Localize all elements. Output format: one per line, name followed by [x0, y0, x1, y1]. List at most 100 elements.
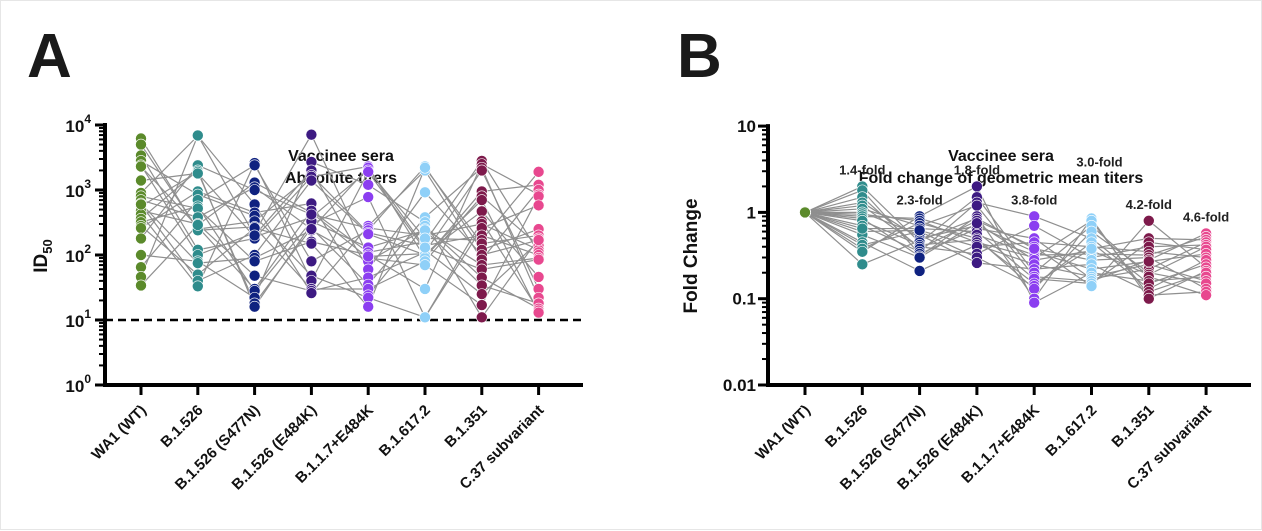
connecting-line	[481, 163, 539, 196]
connecting-line	[368, 229, 426, 249]
data-point-0	[135, 232, 147, 245]
connecting-line	[481, 223, 539, 251]
connecting-line	[310, 171, 369, 282]
data-point-7	[532, 199, 545, 212]
connecting-line	[254, 275, 312, 292]
connecting-line	[254, 227, 312, 245]
connecting-line	[311, 212, 369, 259]
connecting-line	[197, 173, 256, 238]
data-point-6	[475, 194, 488, 206]
data-point-0	[135, 160, 147, 173]
x-tick-label: B.1.617.2	[376, 402, 434, 460]
connecting-line	[1034, 278, 1092, 285]
connecting-line	[1091, 246, 1149, 253]
connecting-line	[310, 227, 369, 286]
connecting-line	[140, 135, 199, 278]
connecting-line	[1034, 263, 1092, 278]
connecting-line	[804, 211, 863, 236]
connecting-line	[1148, 220, 1207, 268]
connecting-line	[804, 211, 863, 222]
data-point-6	[475, 299, 488, 311]
data-point-0	[135, 138, 147, 151]
connecting-line	[976, 196, 1035, 274]
data-point-3	[971, 257, 983, 269]
connecting-line	[976, 241, 1035, 259]
connecting-line	[254, 216, 312, 238]
connecting-line	[367, 254, 426, 290]
connecting-line	[919, 227, 978, 255]
connecting-line	[481, 277, 539, 310]
connecting-line	[804, 196, 863, 213]
connecting-line	[424, 166, 483, 251]
connecting-line	[481, 238, 540, 318]
connecting-line	[976, 262, 1035, 270]
data-point-4	[1028, 283, 1040, 295]
data-point-3	[305, 255, 318, 268]
data-point-0	[135, 198, 147, 211]
x-tick-label: B.1.351	[1108, 402, 1157, 451]
data-point-3	[305, 208, 318, 221]
connecting-line	[424, 264, 483, 306]
connecting-line	[140, 190, 199, 229]
data-point-1	[192, 167, 204, 180]
connecting-line	[804, 211, 863, 265]
fold-annotation: 3.8-fold	[1011, 192, 1057, 207]
connecting-line	[311, 210, 369, 253]
data-point-3	[971, 180, 983, 193]
connecting-line	[197, 206, 256, 292]
connecting-line	[1148, 246, 1207, 276]
connecting-line	[367, 166, 426, 231]
connecting-line	[862, 241, 920, 272]
connecting-line	[140, 135, 199, 194]
connecting-line	[424, 227, 483, 318]
panel-b-title: Vaccinee sera	[948, 148, 1054, 165]
connecting-line	[919, 185, 978, 217]
data-point-7	[532, 271, 545, 283]
connecting-line	[481, 204, 539, 229]
data-point-1	[192, 257, 204, 269]
connecting-line	[861, 215, 920, 253]
data-point-2	[913, 224, 926, 237]
connecting-line	[1091, 237, 1150, 284]
data-point-4	[362, 300, 375, 313]
connecting-line	[976, 186, 1035, 303]
connecting-line	[367, 225, 426, 296]
fold-annotation: 1.4-fold	[839, 162, 885, 177]
connecting-line	[1034, 248, 1092, 261]
connecting-line	[424, 191, 483, 256]
connecting-line	[367, 184, 426, 223]
data-point-1	[192, 129, 204, 142]
connecting-line	[311, 229, 369, 262]
connecting-line	[140, 164, 199, 239]
connecting-line	[919, 220, 978, 243]
fold-annotation: 4.2-fold	[1126, 197, 1172, 212]
connecting-line	[976, 227, 1035, 239]
x-tick-label: B.1.351	[441, 402, 490, 451]
connecting-line	[197, 135, 256, 205]
connecting-line	[481, 241, 540, 295]
connecting-line	[1148, 232, 1207, 261]
data-point-6	[475, 311, 488, 324]
connecting-line	[254, 164, 312, 262]
data-point-6	[475, 205, 488, 218]
connecting-line	[1033, 248, 1092, 285]
connecting-line	[254, 204, 312, 294]
connecting-line	[1148, 259, 1207, 290]
connecting-line	[1033, 272, 1092, 304]
connecting-line	[1091, 225, 1150, 278]
data-point-4	[1028, 242, 1040, 255]
x-tick-label: WA1 (WT)	[752, 402, 814, 464]
data-point-2	[248, 300, 261, 313]
data-point-4	[362, 191, 375, 203]
y-tick-label: 0.1	[732, 290, 756, 309]
data-point-5	[419, 259, 431, 271]
connecting-line	[254, 220, 312, 292]
connecting-line	[1033, 241, 1092, 287]
connecting-line	[862, 220, 920, 246]
data-point-4	[362, 166, 375, 178]
connecting-line	[1091, 231, 1150, 274]
connecting-line	[481, 257, 539, 266]
connecting-line	[368, 297, 426, 318]
connecting-line	[140, 169, 199, 220]
